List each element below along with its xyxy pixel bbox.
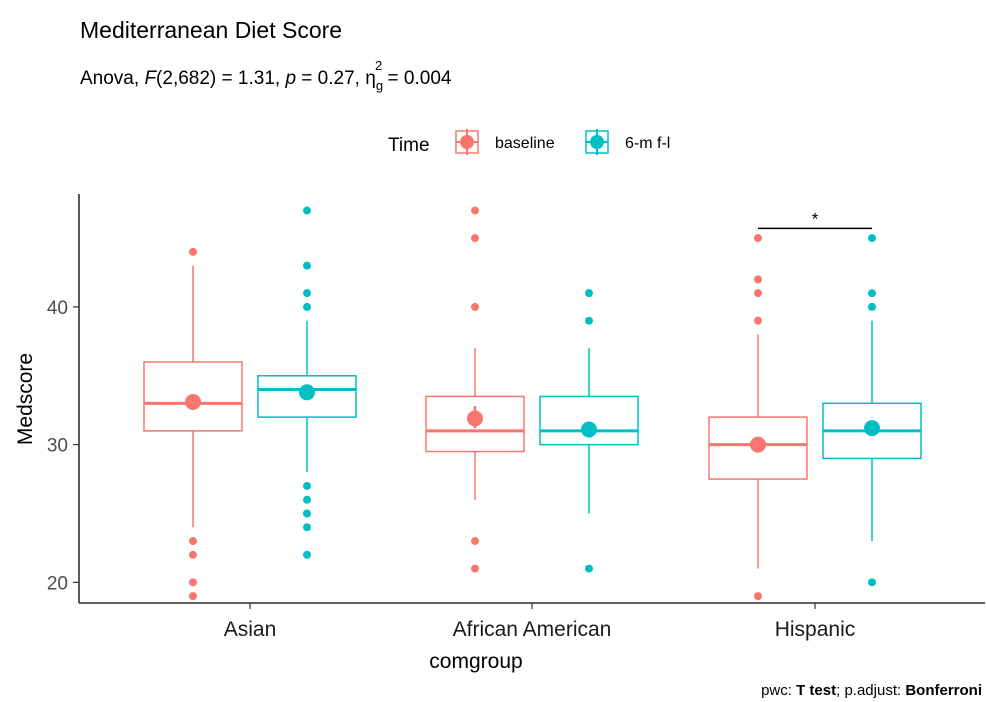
outlier-point [868,302,876,311]
significance-label: * [812,209,819,228]
outlier-point [303,509,311,518]
legend-entry-label: 6-m f-l [625,135,670,152]
legend-key: 6-m f-l [585,129,670,155]
mean-point [750,436,766,453]
outlier-point [868,289,876,298]
plot-panel: * [143,206,922,601]
x-tick-label: Asian [224,618,277,641]
subtitle-p-label: p [284,68,296,89]
outlier-point [471,234,479,243]
outlier-point [754,234,762,243]
y-ticks: 20 30 40 [47,298,79,594]
caption: pwc: T test; p.adjust: Bonferroni [761,682,982,699]
legend-key: baseline [455,129,555,155]
outlier-point [189,537,197,546]
outlier-point [189,550,197,559]
outlier-point [471,302,479,311]
outlier-point [471,206,479,215]
mean-point [299,384,315,401]
outlier-point [303,206,311,215]
y-tick-label: 40 [47,298,68,319]
outlier-point [754,592,762,601]
mean-point [581,421,597,438]
subtitle-p-value: = 0.27, [296,68,365,89]
outlier-point [303,289,311,298]
box-group [257,206,357,559]
mean-point [467,410,483,427]
outlier-point [303,523,311,532]
box-group [425,206,525,573]
y-tick-label: 20 [47,573,68,594]
y-axis-label: Medscore [14,353,37,445]
subtitle-prefix: Anova, [80,68,144,89]
caption-test: T test [796,682,836,699]
box-group [539,289,639,573]
outlier-point [471,564,479,573]
caption-method: Bonferroni [905,682,982,699]
outlier-point [303,550,311,559]
outlier-point [868,234,876,243]
outlier-point [303,261,311,270]
outlier-point [585,564,593,573]
outlier-point [189,578,197,587]
outlier-point [303,495,311,504]
outlier-point [754,316,762,325]
outlier-point [754,275,762,284]
caption-middle: ; p.adjust: [836,682,905,699]
outlier-point [189,592,197,601]
legend-key-point [590,135,604,149]
x-ticks: Asian African American Hispanic [224,603,856,641]
subtitle-eta-sup: 2 [375,58,382,73]
outlier-point [189,247,197,256]
outlier-point [303,302,311,311]
subtitle-f-value: (2,682) = 1.31, [156,68,285,89]
chart-title: Mediterranean Diet Score [80,17,342,43]
subtitle-eta-value: = 0.004 [382,68,452,89]
chart-subtitle: Anova, F(2,682) = 1.31, p = 0.27, ηg 2 = … [80,58,452,93]
outlier-point [303,481,311,490]
mean-point [185,393,201,410]
x-tick-label: Hispanic [775,618,856,641]
legend-key-point [460,135,474,149]
mean-point [864,420,880,437]
caption-prefix: pwc: [761,682,796,699]
outlier-point [585,316,593,325]
outlier-point [868,578,876,587]
subtitle-f-label: F [144,68,157,89]
box-group [708,234,808,601]
x-axis-label: comgroup [429,650,522,673]
subtitle-eta: η [365,68,376,89]
y-tick-label: 30 [47,436,68,457]
legend-entry-label: baseline [495,135,555,152]
subtitle-eta-sub: g [376,78,383,93]
legend: Time baseline 6-m f-l [388,129,670,156]
box-group [822,234,922,587]
legend-title: Time [388,135,430,156]
outlier-point [754,289,762,298]
outlier-point [585,289,593,298]
x-tick-label: African American [453,618,612,641]
box-group [143,247,243,601]
outlier-point [471,537,479,546]
